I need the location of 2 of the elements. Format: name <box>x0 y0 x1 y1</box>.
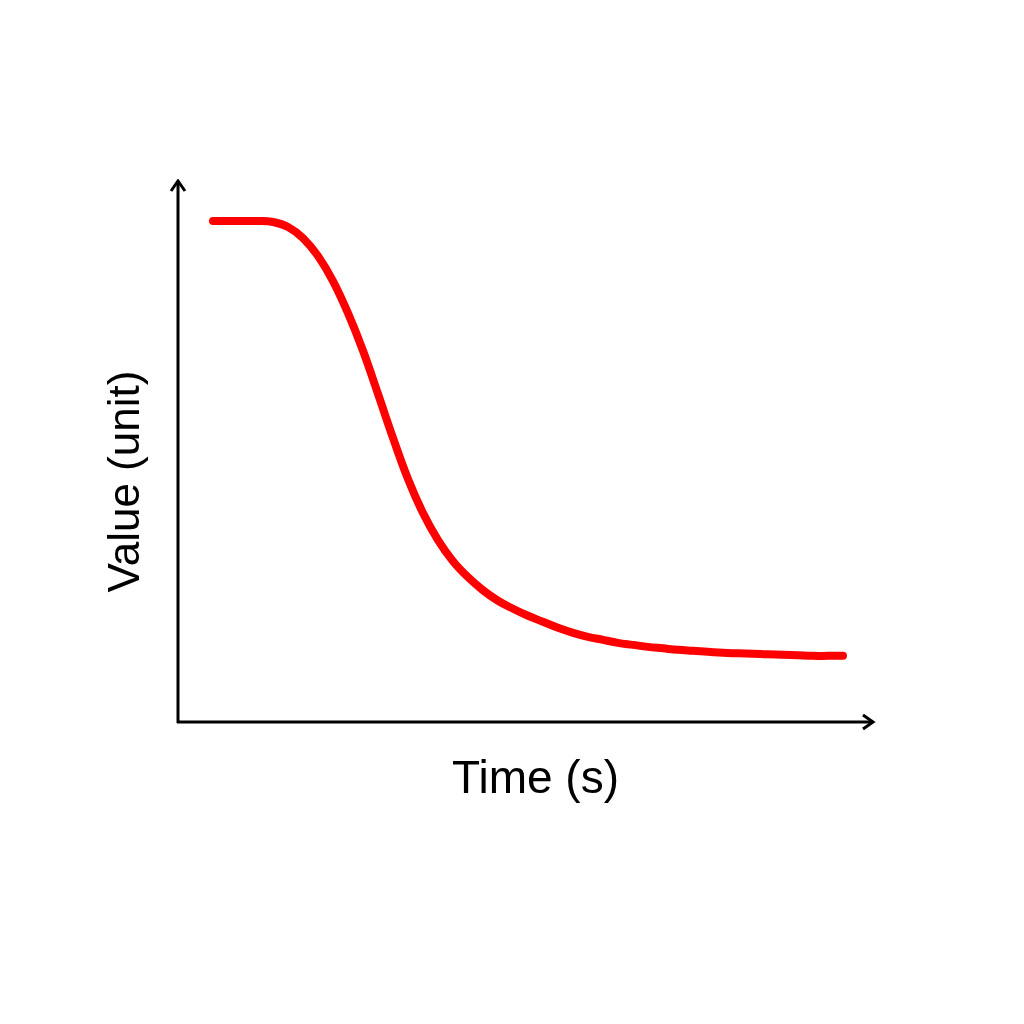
x-axis-title: Time (s) <box>452 750 619 803</box>
y-axis-title: Value (unit) <box>99 370 149 593</box>
